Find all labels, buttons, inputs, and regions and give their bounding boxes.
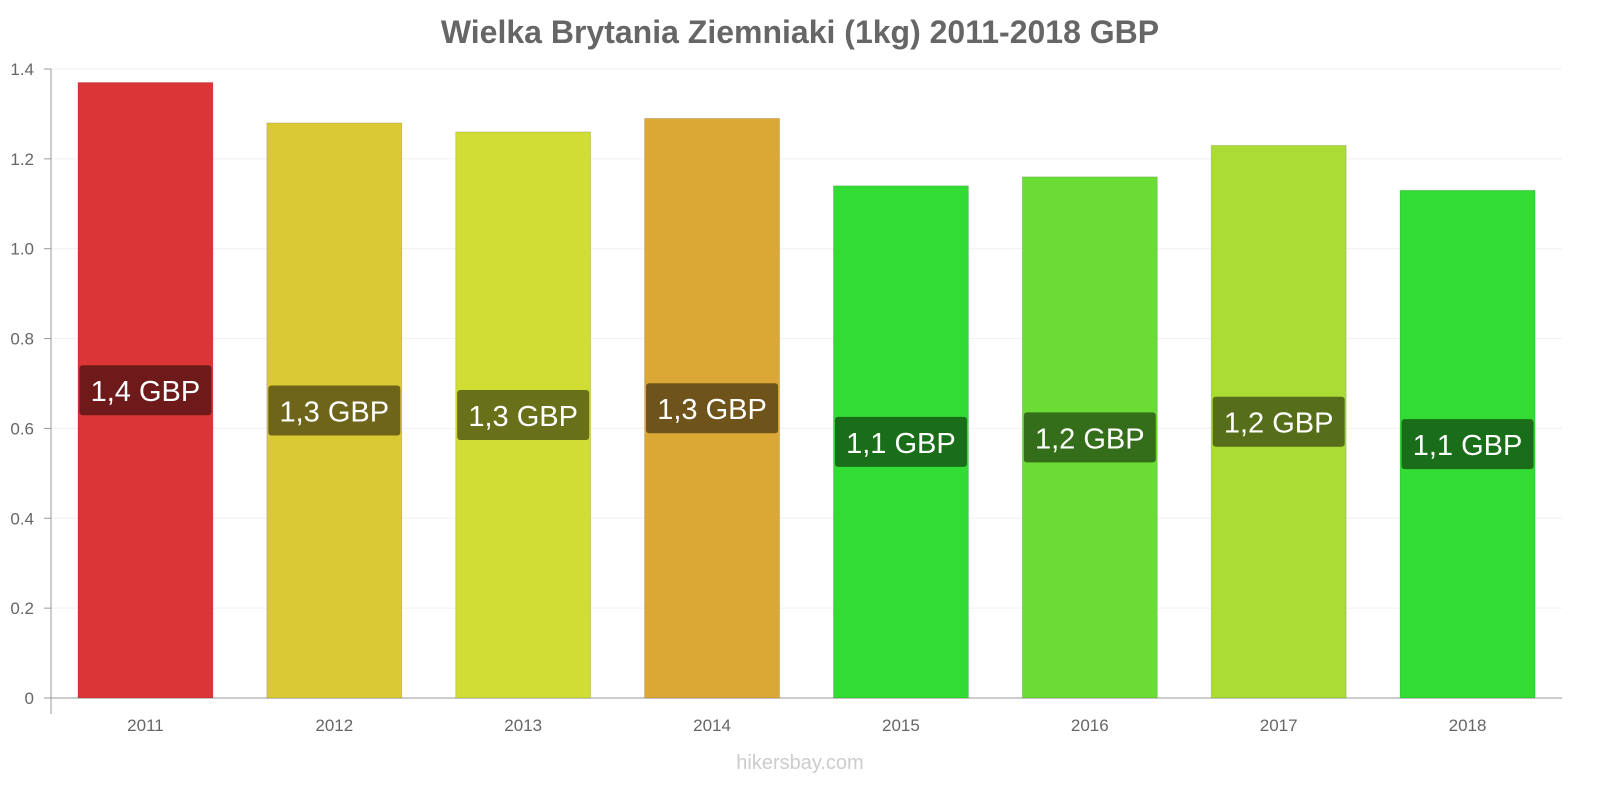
data-label-background — [834, 416, 967, 467]
x-tick-label: 2013 — [504, 716, 542, 735]
data-label: 1,4 GBP — [91, 376, 201, 408]
data-label: 1,3 GBP — [657, 394, 767, 426]
data-label: 1,1 GBP — [1413, 430, 1523, 462]
data-label: 1,2 GBP — [1224, 408, 1334, 440]
chart-title: Wielka Brytania Ziemniaki (1kg) 2011-201… — [440, 14, 1160, 50]
data-label: 1,2 GBP — [1035, 423, 1145, 455]
data-label: 1,1 GBP — [846, 428, 956, 460]
y-tick-label: 1.2 — [10, 150, 34, 169]
y-tick-label: 0.2 — [10, 599, 34, 618]
footer-watermark[interactable]: hikersbay.com — [736, 752, 864, 774]
x-tick-label: 2017 — [1260, 716, 1298, 735]
data-label-background — [1023, 412, 1156, 463]
x-tick-label: 2015 — [882, 716, 920, 735]
x-tick-label: 2018 — [1449, 716, 1487, 735]
y-tick-label: 0.8 — [10, 330, 34, 349]
data-label-background — [1212, 396, 1345, 447]
data-label-background — [79, 365, 212, 416]
y-tick-label: 0 — [25, 689, 34, 708]
data-label-background — [646, 383, 779, 434]
y-tick-label: 0.4 — [10, 509, 34, 528]
x-tick-label: 2011 — [127, 716, 164, 735]
y-tick-label: 1.4 — [10, 60, 34, 79]
x-tick-label: 2016 — [1071, 716, 1109, 735]
x-tick-label: 2014 — [693, 716, 731, 735]
x-tick-label: 2012 — [315, 716, 353, 735]
data-label-background — [268, 385, 401, 436]
y-tick-label: 0.6 — [10, 419, 34, 438]
y-tick-label: 1.0 — [10, 240, 34, 259]
data-label: 1,3 GBP — [468, 401, 578, 433]
data-label-background — [1401, 419, 1534, 470]
data-label: 1,3 GBP — [280, 396, 390, 428]
data-label-background — [457, 389, 590, 440]
